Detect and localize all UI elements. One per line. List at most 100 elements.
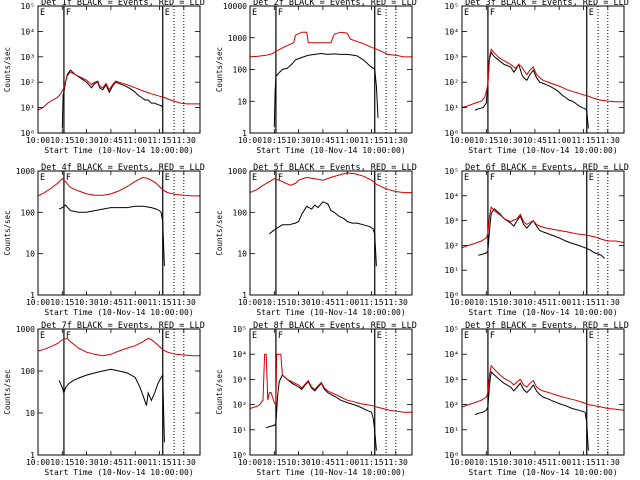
chart-7-xtick-label-7: 11:30 [172,458,196,467]
chart-5-xtick-label-5: 11:00 [335,298,359,307]
chart-4-series-red-line [37,176,200,197]
chart-2-series-red-line [249,31,412,58]
chart-2-xtick-label-2: 10:15 [262,136,286,145]
chart-6-marker-2: F [490,173,495,183]
chart-3-xtick-label-3: 10:30 [499,136,523,145]
chart-3-xtick-label-1: 10:00 [450,136,474,145]
chart-8-xtick-label-6: 11:15 [359,458,383,467]
chart-5-ytick-label-4: 1000 [228,167,247,176]
chart-2-series-black-line [273,52,379,128]
chart-6-ytick-label-3: 10² [445,241,459,250]
chart-5-xtick-label-3: 10:30 [287,298,311,307]
chart-4-ytick-label-4: 1000 [16,167,35,176]
chart-1-xtick-label-5: 11:00 [123,136,147,145]
chart-3-ytick-label-1: 10⁰ [445,129,459,138]
chart-1-xtick-label-1: 10:00 [26,136,50,145]
chart-8-ylabel: Counts/sec [215,369,224,414]
chart-2-xtick-label-4: 10:45 [311,136,335,145]
chart-1-ytick-label-3: 10² [21,78,35,87]
chart-4-xtick-label-2: 10:15 [50,298,74,307]
chart-1-xtick-label-2: 10:15 [50,136,74,145]
chart-4-xtick-label-6: 11:15 [147,298,171,307]
chart-9-ytick-label-6: 10⁵ [445,325,459,334]
chart-1-xtick-label-7: 11:30 [172,136,196,145]
chart-5-marker-1: E [252,173,257,183]
chart-4-xtick-label-4: 10:45 [99,298,123,307]
chart-9-series-red-line [461,364,625,411]
chart-5-series-red-line [249,172,412,194]
chart-1-ytick-label-4: 10³ [21,53,35,62]
chart-2-ytick-label-2: 10 [237,97,247,106]
chart-9-xtick-label-1: 10:00 [450,458,474,467]
chart-3-marker-2: F [490,8,495,18]
chart-4-ytick-label-3: 100 [21,208,36,217]
chart-7-xtick-label-3: 10:30 [75,458,99,467]
chart-9-frame [461,328,625,456]
chart-1-xtick-label-6: 11:15 [147,136,171,145]
chart-6-ytick-label-2: 10¹ [445,266,459,275]
chart-7-xlabel: Start Time (10-Nov-14 10:00:00) [44,468,193,477]
chart-8-xtick-label-2: 10:15 [262,458,286,467]
chart-8-xtick-label-1: 10:00 [238,458,262,467]
chart-4-xlabel: Start Time (10-Nov-14 10:00:00) [44,308,193,317]
chart-3-xtick-label-6: 11:15 [571,136,595,145]
chart-3-ytick-label-3: 10² [445,78,459,87]
chart-7-marker-2: F [66,331,71,341]
chart-5-xtick-label-6: 11:15 [359,298,383,307]
chart-4-marker-1: E [40,173,45,183]
chart-5-panel: Det 5f BLACK = Events, RED = LLD Start Ti… [215,163,417,317]
chart-7-marker-1: E [40,331,45,341]
chart-2-ytick-label-5: 10000 [223,2,247,11]
chart-9-xtick-label-5: 11:00 [547,458,571,467]
chart-5-series-black-line [269,201,377,267]
chart-1-xtick-label-3: 10:30 [75,136,99,145]
chart-3-series-red-line [461,48,624,109]
chart-7-xtick-label-6: 11:15 [147,458,171,467]
chart-5-frame [249,170,413,296]
chart-2-panel: Det 2f BLACK = Events, RED = LLD Start Ti… [215,0,417,155]
chart-1-marker-2: F [66,8,71,18]
chart-3-ytick-label-5: 10⁴ [445,27,459,36]
chart-9-xtick-label-7: 11:30 [596,458,620,467]
chart-4-xtick-label-5: 11:00 [123,298,147,307]
chart-2-ylabel: Counts/sec [215,47,224,92]
chart-9-panel: Det 9f BLACK = Events, RED = LLD Start Ti… [445,321,629,477]
chart-9-marker-1: E [464,331,469,341]
chart-7-panel: Det 7f BLACK = Events, RED = LLD Start Ti… [3,321,205,477]
chart-7-ytick-label-3: 100 [21,367,36,376]
chart-1-xlabel: Start Time (10-Nov-14 10:00:00) [44,146,193,155]
chart-9-ytick-label-5: 10⁴ [445,350,459,359]
chart-4-frame [37,170,201,296]
chart-4-ylabel: Counts/sec [3,210,12,255]
chart-6-xlabel: Start Time (10-Nov-14 10:00:00) [468,308,617,317]
chart-6-marker-1: E [464,173,469,183]
chart-2-xtick-label-5: 11:00 [335,136,359,145]
chart-3-xtick-label-5: 11:00 [547,136,571,145]
chart-3-title: Det 3f BLACK = Events, RED = LLD [465,0,629,8]
chart-1-series-red-line [37,71,200,111]
chart-2-marker-3: E [377,8,382,18]
chart-8-xtick-label-7: 11:30 [384,458,408,467]
chart-5-xtick-label-1: 10:00 [238,298,262,307]
chart-9-xlabel: Start Time (10-Nov-14 10:00:00) [468,468,617,477]
chart-5-ytick-label-2: 10 [237,250,247,259]
chart-4-panel: Det 4f BLACK = Events, RED = LLD Start Ti… [3,163,205,317]
chart-7-ytick-label-1: 1 [30,451,35,460]
chart-1-marker-1: E [40,8,45,18]
chart-9-ytick-label-4: 10³ [445,375,459,384]
chart-6-frame [461,170,625,296]
chart-4-series-black-line [58,204,165,267]
chart-1-title: Det 1f BLACK = Events, RED = LLD [41,0,205,8]
chart-1-ytick-label-2: 10¹ [21,104,35,113]
chart-8-marker-2: F [278,331,283,341]
chart-4-xtick-label-7: 11:30 [172,298,196,307]
chart-6-marker-3: E [589,173,594,183]
chart-6-xtick-label-4: 10:45 [523,298,547,307]
chart-8-panel: Det 8f BLACK = Events, RED = LLD Start Ti… [215,321,417,477]
chart-9-ytick-label-3: 10² [445,401,459,410]
chart-8-ytick-label-1: 10⁰ [233,451,247,460]
chart-7-title: Det 7f BLACK = Events, RED = LLD [41,321,205,331]
chart-8-xlabel: Start Time (10-Nov-14 10:00:00) [256,468,405,477]
chart-3-series-black-line [474,51,589,129]
